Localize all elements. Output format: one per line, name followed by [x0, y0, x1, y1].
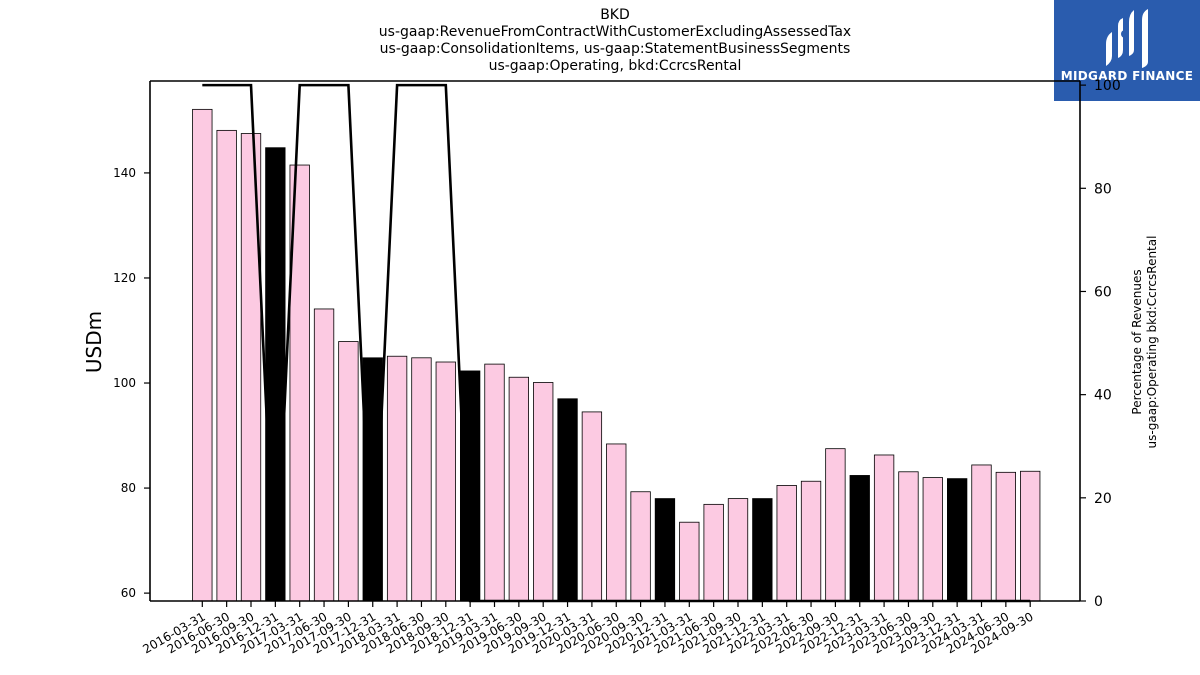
- bar-2022-03-31: [776, 485, 797, 602]
- bar-2023-06-30: [898, 471, 919, 602]
- y-tick-label-right-20: 20: [1094, 491, 1112, 507]
- title-line-ticker: BKD: [600, 7, 630, 23]
- bar-2021-06-30: [703, 503, 724, 602]
- bar-2024-06-30: [995, 471, 1016, 602]
- bar-2017-06-30: [313, 308, 335, 602]
- y-tick-label-left-60: 60: [121, 586, 136, 600]
- bar-2019-09-30: [533, 382, 554, 602]
- y-axis-label-right-1: Percentage of Revenues: [1130, 269, 1144, 414]
- title-line-concept: us-gaap:RevenueFromContractWithCustomerE…: [378, 24, 852, 40]
- title-line-axes: us-gaap:ConsolidationItems, us-gaap:Stat…: [379, 41, 851, 57]
- bar-2020-06-30: [606, 443, 627, 602]
- bar-2018-06-30: [411, 357, 432, 602]
- bar-2016-12-31: [265, 147, 286, 602]
- bar-2023-12-31: [947, 478, 968, 602]
- bar-2021-03-31: [679, 521, 700, 602]
- y-tick-label-right-0: 0: [1094, 594, 1103, 610]
- chart-title: BKD us-gaap:RevenueFromContractWithCusto…: [215, 7, 1015, 75]
- bar-2019-03-31: [484, 363, 505, 602]
- bar-2018-09-30: [435, 361, 456, 602]
- y-axis-label-right-2: us-gaap:Operating bkd:CcrcsRental: [1145, 236, 1159, 449]
- y-tick-label-left-140: 140: [113, 166, 136, 180]
- title-line-members: us-gaap:Operating, bkd:CcrcsRental: [488, 58, 742, 74]
- bar-2016-06-30: [216, 129, 237, 602]
- bar-2023-03-31: [873, 454, 895, 602]
- y-tick-label-right-40: 40: [1094, 388, 1112, 404]
- bar-2019-12-31: [557, 398, 578, 602]
- bar-2021-09-30: [727, 498, 749, 602]
- bar-2022-12-31: [849, 475, 870, 602]
- bar-2016-03-31: [192, 108, 213, 602]
- bar-2024-03-31: [971, 464, 992, 602]
- bar-2022-06-30: [800, 480, 822, 602]
- bar-2019-06-30: [508, 376, 530, 602]
- y-tick-label-left-80: 80: [121, 481, 136, 495]
- bar-2018-03-31: [386, 355, 408, 602]
- bar-2020-09-30: [630, 491, 651, 602]
- bar-2024-09-30: [1020, 470, 1041, 602]
- bar-2017-09-30: [338, 341, 359, 602]
- bar-2018-12-31: [459, 370, 481, 602]
- y-tick-label-left-120: 120: [113, 271, 136, 285]
- y-tick-label-right-100: 100: [1094, 78, 1121, 94]
- bar-2021-12-31: [752, 498, 773, 602]
- midgard-logo-icon: [1106, 9, 1148, 68]
- logo-text: MIDGARD FINANCE: [1060, 69, 1194, 83]
- y-tick-label-right-60: 60: [1094, 284, 1112, 300]
- bar-2020-12-31: [654, 498, 676, 602]
- bar-2023-09-30: [922, 477, 943, 602]
- bar-2022-09-30: [825, 448, 846, 602]
- midgard-finance-logo: MIDGARD FINANCE: [1054, 0, 1200, 101]
- bar-2020-03-31: [581, 411, 603, 602]
- y-tick-label-left-100: 100: [113, 376, 136, 390]
- y-tick-label-right-80: 80: [1094, 181, 1112, 197]
- y-axis-label-left: USDm: [82, 311, 106, 373]
